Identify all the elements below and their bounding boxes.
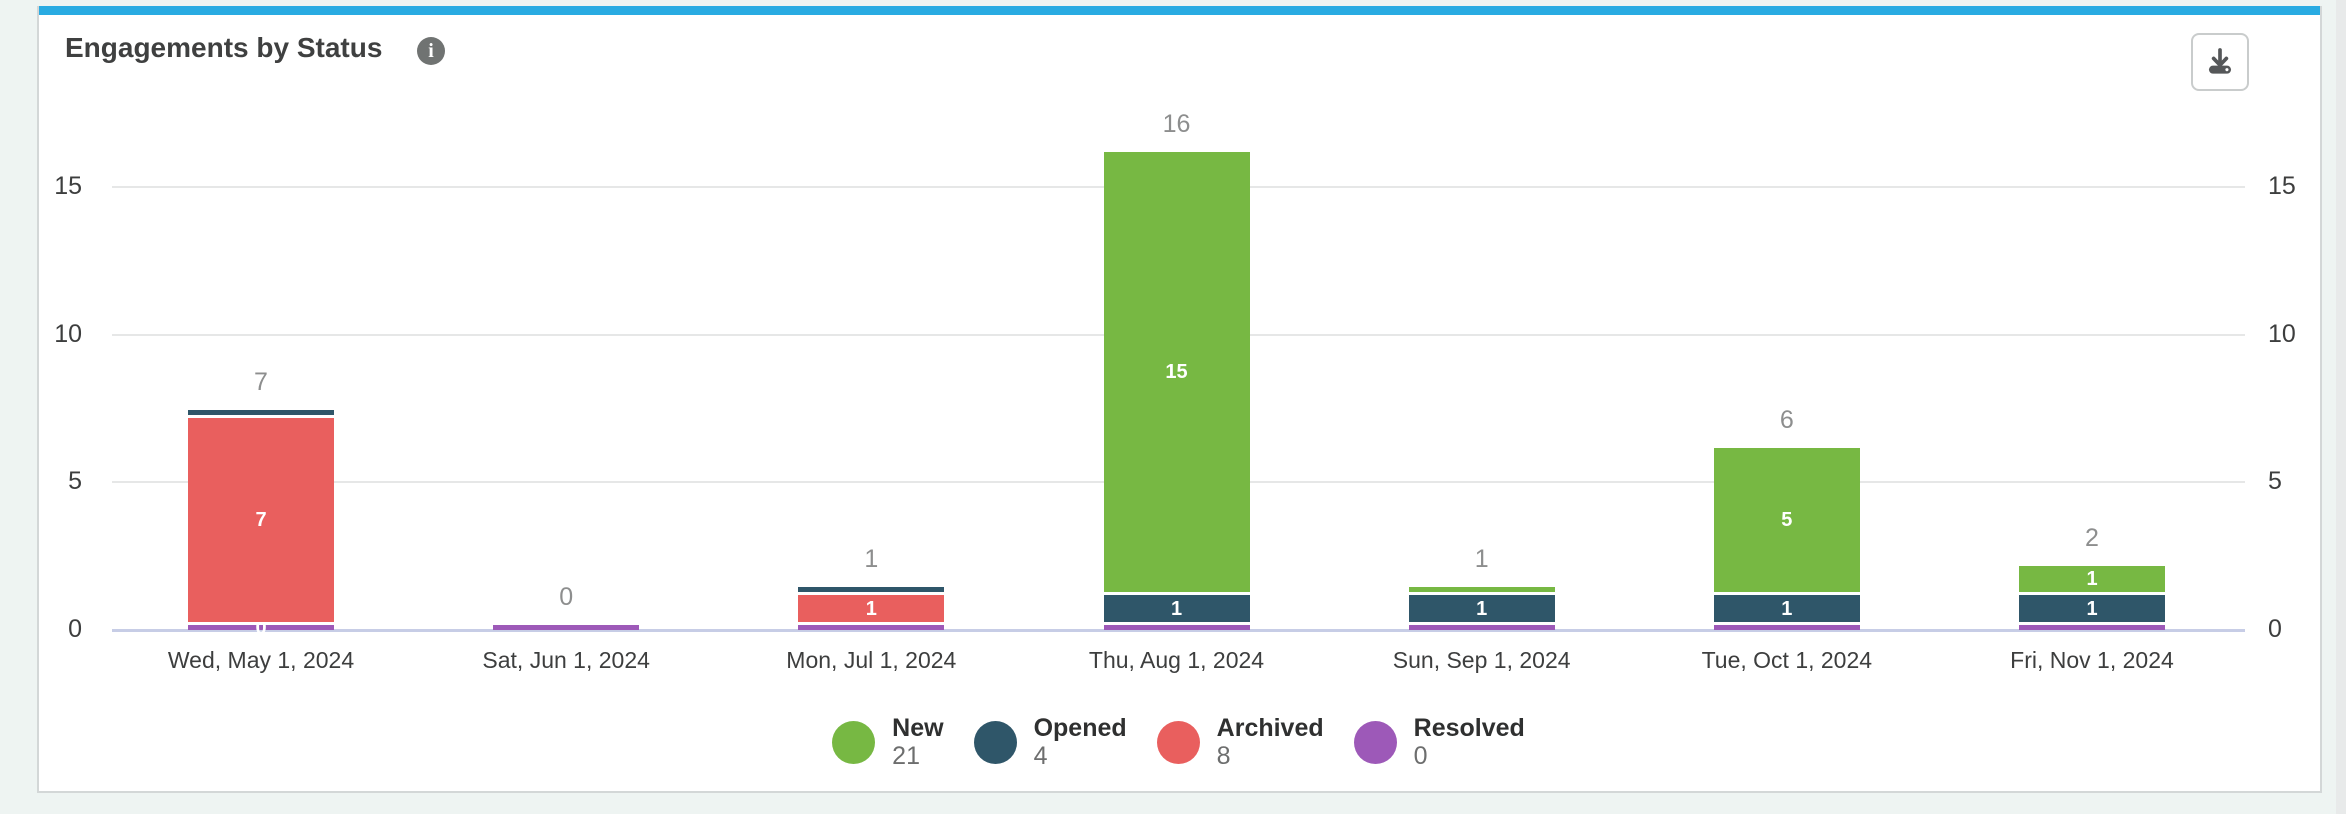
bar-total-label: 16 — [1162, 110, 1191, 139]
download-icon — [2203, 45, 2237, 79]
segment-value-label: 1 — [1476, 597, 1488, 620]
bar-total-label: 2 — [2085, 523, 2099, 552]
segment-archived[interactable] — [188, 418, 334, 622]
segment-resolved[interactable] — [1713, 625, 1860, 630]
legend-swatch-resolved — [1353, 720, 1397, 764]
segment-resolved[interactable] — [798, 625, 945, 630]
segment-value-label: 1 — [865, 597, 877, 620]
segment-value-label: 1 — [2086, 568, 2098, 591]
legend-label: Opened — [1033, 714, 1127, 742]
segment-new[interactable] — [2019, 565, 2165, 593]
card-header: Engagements by Status i — [65, 30, 2294, 94]
legend-item-resolved[interactable]: Resolved 0 — [1353, 714, 1525, 770]
legend-value: 21 — [892, 742, 920, 770]
segment-value-label: 1 — [2086, 597, 2098, 620]
y-axis-label-left-15: 15 — [54, 171, 82, 200]
y-axis-label-right-15: 15 — [2268, 171, 2296, 200]
segment-value-label: 0 — [255, 616, 267, 639]
y-axis-label-left-10: 10 — [54, 319, 82, 348]
y-axis-label-right-5: 5 — [2268, 467, 2282, 496]
bar-total-label: 6 — [1779, 405, 1794, 434]
card-title: Engagements by Status — [65, 32, 383, 63]
bar-total-label: 1 — [1474, 545, 1489, 574]
y-axis-label-right-0: 0 — [2268, 615, 2282, 643]
segment-new[interactable] — [1408, 587, 1555, 593]
legend-item-new[interactable]: New 21 — [832, 714, 944, 770]
x-axis-label: Sun, Sep 1, 2024 — [1392, 647, 1571, 673]
legend-swatch-new — [832, 720, 876, 764]
segment-resolved[interactable] — [493, 625, 640, 630]
x-axis-label: Fri, Nov 1, 2024 — [2010, 647, 2174, 673]
y-axis-label-left-5: 5 — [68, 467, 82, 496]
x-axis-label: Thu, Aug 1, 2024 — [1088, 647, 1265, 673]
segment-resolved[interactable] — [188, 625, 334, 630]
legend-label: Resolved — [1413, 714, 1525, 742]
legend-label: New — [892, 714, 944, 742]
legend-item-opened[interactable]: Opened 4 — [973, 714, 1127, 770]
segment-value-label: 7 — [255, 509, 267, 532]
legend-value: 4 — [1033, 742, 1048, 770]
bar-total-label: 0 — [559, 583, 574, 611]
segment-opened[interactable] — [1408, 595, 1555, 622]
segment-opened[interactable] — [2019, 595, 2165, 622]
page-edge — [2336, 0, 2346, 814]
y-axis-label-right-10: 10 — [2268, 319, 2296, 348]
segment-resolved[interactable] — [1103, 625, 1250, 630]
segment-value-label: 5 — [1781, 509, 1793, 532]
segment-value-label: 1 — [1170, 597, 1183, 620]
segment-opened[interactable] — [1103, 595, 1250, 622]
segment-opened[interactable] — [188, 410, 334, 416]
download-button[interactable] — [2191, 33, 2249, 91]
segment-value-label: 15 — [1165, 361, 1188, 384]
x-axis-label: Mon, Jul 1, 2024 — [786, 647, 957, 673]
x-axis-label: Sat, Jun 1, 2024 — [482, 647, 650, 673]
card-accent-bar — [39, 6, 2320, 15]
legend-label: Archived — [1216, 714, 1324, 742]
segment-opened[interactable] — [1713, 595, 1860, 622]
bar-total-label: 7 — [254, 368, 268, 397]
legend-item-archived[interactable]: Archived 8 — [1156, 714, 1324, 770]
legend-swatch-archived — [1156, 720, 1200, 764]
segment-value-label: 1 — [1781, 597, 1793, 620]
legend-value: 8 — [1216, 742, 1231, 770]
segment-resolved[interactable] — [1408, 625, 1555, 630]
y-axis-label-left-0: 0 — [68, 615, 82, 643]
legend-swatch-opened — [973, 720, 1017, 764]
segment-new[interactable] — [1103, 152, 1250, 593]
x-axis-label: Wed, May 1, 2024 — [167, 647, 355, 673]
segment-resolved[interactable] — [2019, 625, 2165, 630]
x-axis-label: Tue, Oct 1, 2024 — [1701, 647, 1873, 673]
chart-legend: New 21 Opened 4 Archived 8 Resolved 0 — [112, 714, 2245, 770]
legend-value: 0 — [1413, 742, 1428, 770]
segment-new[interactable] — [1713, 447, 1860, 593]
x-axis-baseline — [112, 629, 2245, 632]
segment-archived[interactable] — [798, 595, 945, 622]
segment-opened[interactable] — [798, 587, 945, 593]
bar-total-label: 1 — [864, 545, 879, 574]
info-icon[interactable]: i — [417, 37, 445, 65]
